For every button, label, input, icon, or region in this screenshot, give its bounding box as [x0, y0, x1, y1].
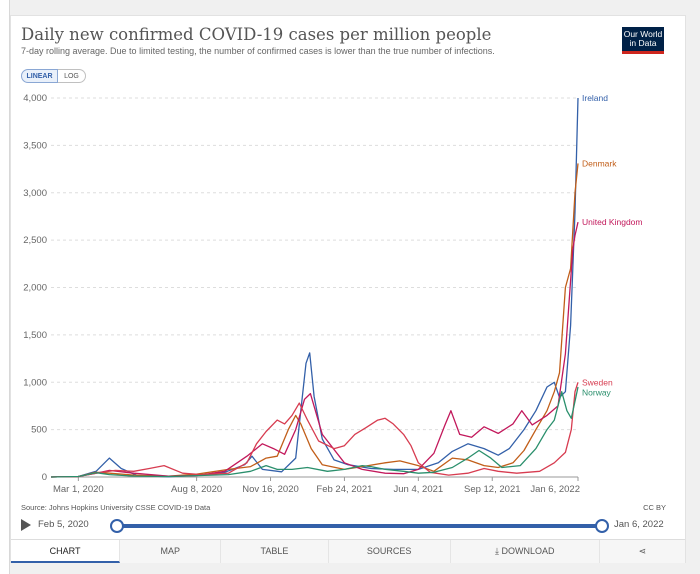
series-label: United Kingdom	[582, 217, 642, 227]
logo-line-1: Our World	[623, 29, 663, 39]
tab-map[interactable]: MAP	[120, 540, 222, 563]
timeline-end-handle[interactable]	[595, 519, 609, 533]
timeline-end-date: Jan 6, 2022	[614, 519, 664, 530]
series-label: Ireland	[582, 93, 608, 103]
x-tick-label: Jun 4, 2021	[394, 484, 444, 495]
x-tick-label: Mar 1, 2020	[53, 484, 104, 495]
y-tick-label: 3,000	[23, 188, 47, 199]
y-tick-label: 4,000	[23, 93, 47, 104]
left-page-edge	[0, 0, 10, 574]
line-chart[interactable]: 0 500 1,000 1,500 2,000 2,500 3,000 3,500 4,000 M…	[11, 16, 685, 502]
x-tick-label: Feb 24, 2021	[316, 484, 372, 495]
download-icon: ⤓	[495, 546, 502, 556]
y-tick-label: 3,500	[23, 140, 47, 151]
y-tick-label: 2,000	[23, 283, 47, 294]
linear-scale-button[interactable]: LINEAR	[21, 69, 58, 83]
tab-sources[interactable]: SOURCES	[328, 540, 451, 563]
series-label: Sweden	[582, 377, 613, 387]
x-tick-label: Sep 12, 2021	[464, 484, 521, 495]
x-tick-label: Aug 8, 2020	[171, 484, 222, 495]
share-icon: ⋖	[638, 546, 647, 556]
tab-chart[interactable]: CHART	[11, 540, 121, 563]
x-tick-label: Nov 16, 2020	[242, 484, 299, 495]
tab-download[interactable]: ⤓ DOWNLOAD	[450, 540, 600, 563]
timeline-track[interactable]	[117, 524, 602, 528]
x-tick-label: Jan 6, 2022	[530, 484, 580, 495]
tab-table[interactable]: TABLE	[221, 540, 329, 563]
series-line-norway	[50, 386, 579, 478]
owid-logo[interactable]: Our World in Data	[622, 27, 664, 54]
y-tick-label: 2,500	[23, 235, 47, 246]
chart-card: Daily new confirmed COVID-19 cases per m…	[10, 15, 686, 563]
download-label: DOWNLOAD	[501, 546, 555, 556]
license-link[interactable]: CC BY	[643, 503, 666, 512]
source-note[interactable]: Source: Johns Hopkins University CSSE CO…	[21, 503, 211, 512]
y-tick-label: 1,500	[23, 330, 47, 341]
series-line-sweden	[50, 382, 579, 478]
y-tick-label: 0	[42, 472, 47, 483]
timeline-start-handle[interactable]	[110, 519, 124, 533]
series-line-united-kingdom	[50, 221, 579, 478]
play-icon[interactable]	[21, 519, 31, 531]
chart-title: Daily new confirmed COVID-19 cases per m…	[21, 25, 492, 44]
tab-bar: CHART MAP TABLE SOURCES ⤓ DOWNLOAD ⋖	[11, 539, 686, 563]
share-button[interactable]: ⋖	[599, 540, 686, 563]
logo-line-2: in Data	[629, 38, 657, 48]
series-label: Denmark	[582, 158, 617, 168]
timeline-start-date: Feb 5, 2020	[38, 519, 89, 530]
series-label: Norway	[582, 387, 612, 397]
y-tick-label: 500	[31, 425, 47, 436]
chart-subtitle: 7-day rolling average. Due to limited te…	[21, 46, 495, 56]
log-scale-button[interactable]: LOG	[58, 69, 86, 83]
y-tick-label: 1,000	[23, 377, 47, 388]
